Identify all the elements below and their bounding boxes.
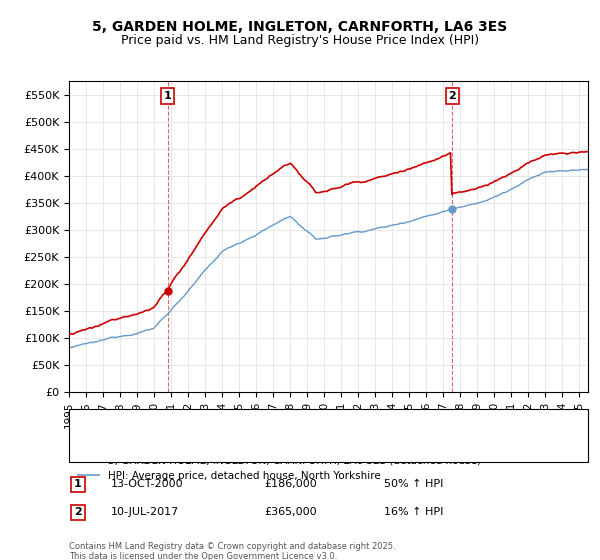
Text: 2: 2 — [449, 91, 456, 101]
Text: Contains HM Land Registry data © Crown copyright and database right 2025.
This d: Contains HM Land Registry data © Crown c… — [69, 542, 395, 560]
Text: 10-JUL-2017: 10-JUL-2017 — [111, 507, 179, 517]
Text: 50% ↑ HPI: 50% ↑ HPI — [384, 479, 443, 489]
Text: 1: 1 — [164, 91, 172, 101]
Text: 5, GARDEN HOLME, INGLETON, CARNFORTH, LA6 3ES: 5, GARDEN HOLME, INGLETON, CARNFORTH, LA… — [92, 20, 508, 34]
Text: 13-OCT-2000: 13-OCT-2000 — [111, 479, 184, 489]
Text: £365,000: £365,000 — [264, 507, 317, 517]
Text: 16% ↑ HPI: 16% ↑ HPI — [384, 507, 443, 517]
Text: Price paid vs. HM Land Registry's House Price Index (HPI): Price paid vs. HM Land Registry's House … — [121, 34, 479, 46]
Legend: 5, GARDEN HOLME, INGLETON, CARNFORTH, LA6 3ES (detached house), HPI: Average pri: 5, GARDEN HOLME, INGLETON, CARNFORTH, LA… — [74, 451, 485, 485]
Text: 1: 1 — [74, 479, 82, 489]
Text: £186,000: £186,000 — [264, 479, 317, 489]
Text: 2: 2 — [74, 507, 82, 517]
